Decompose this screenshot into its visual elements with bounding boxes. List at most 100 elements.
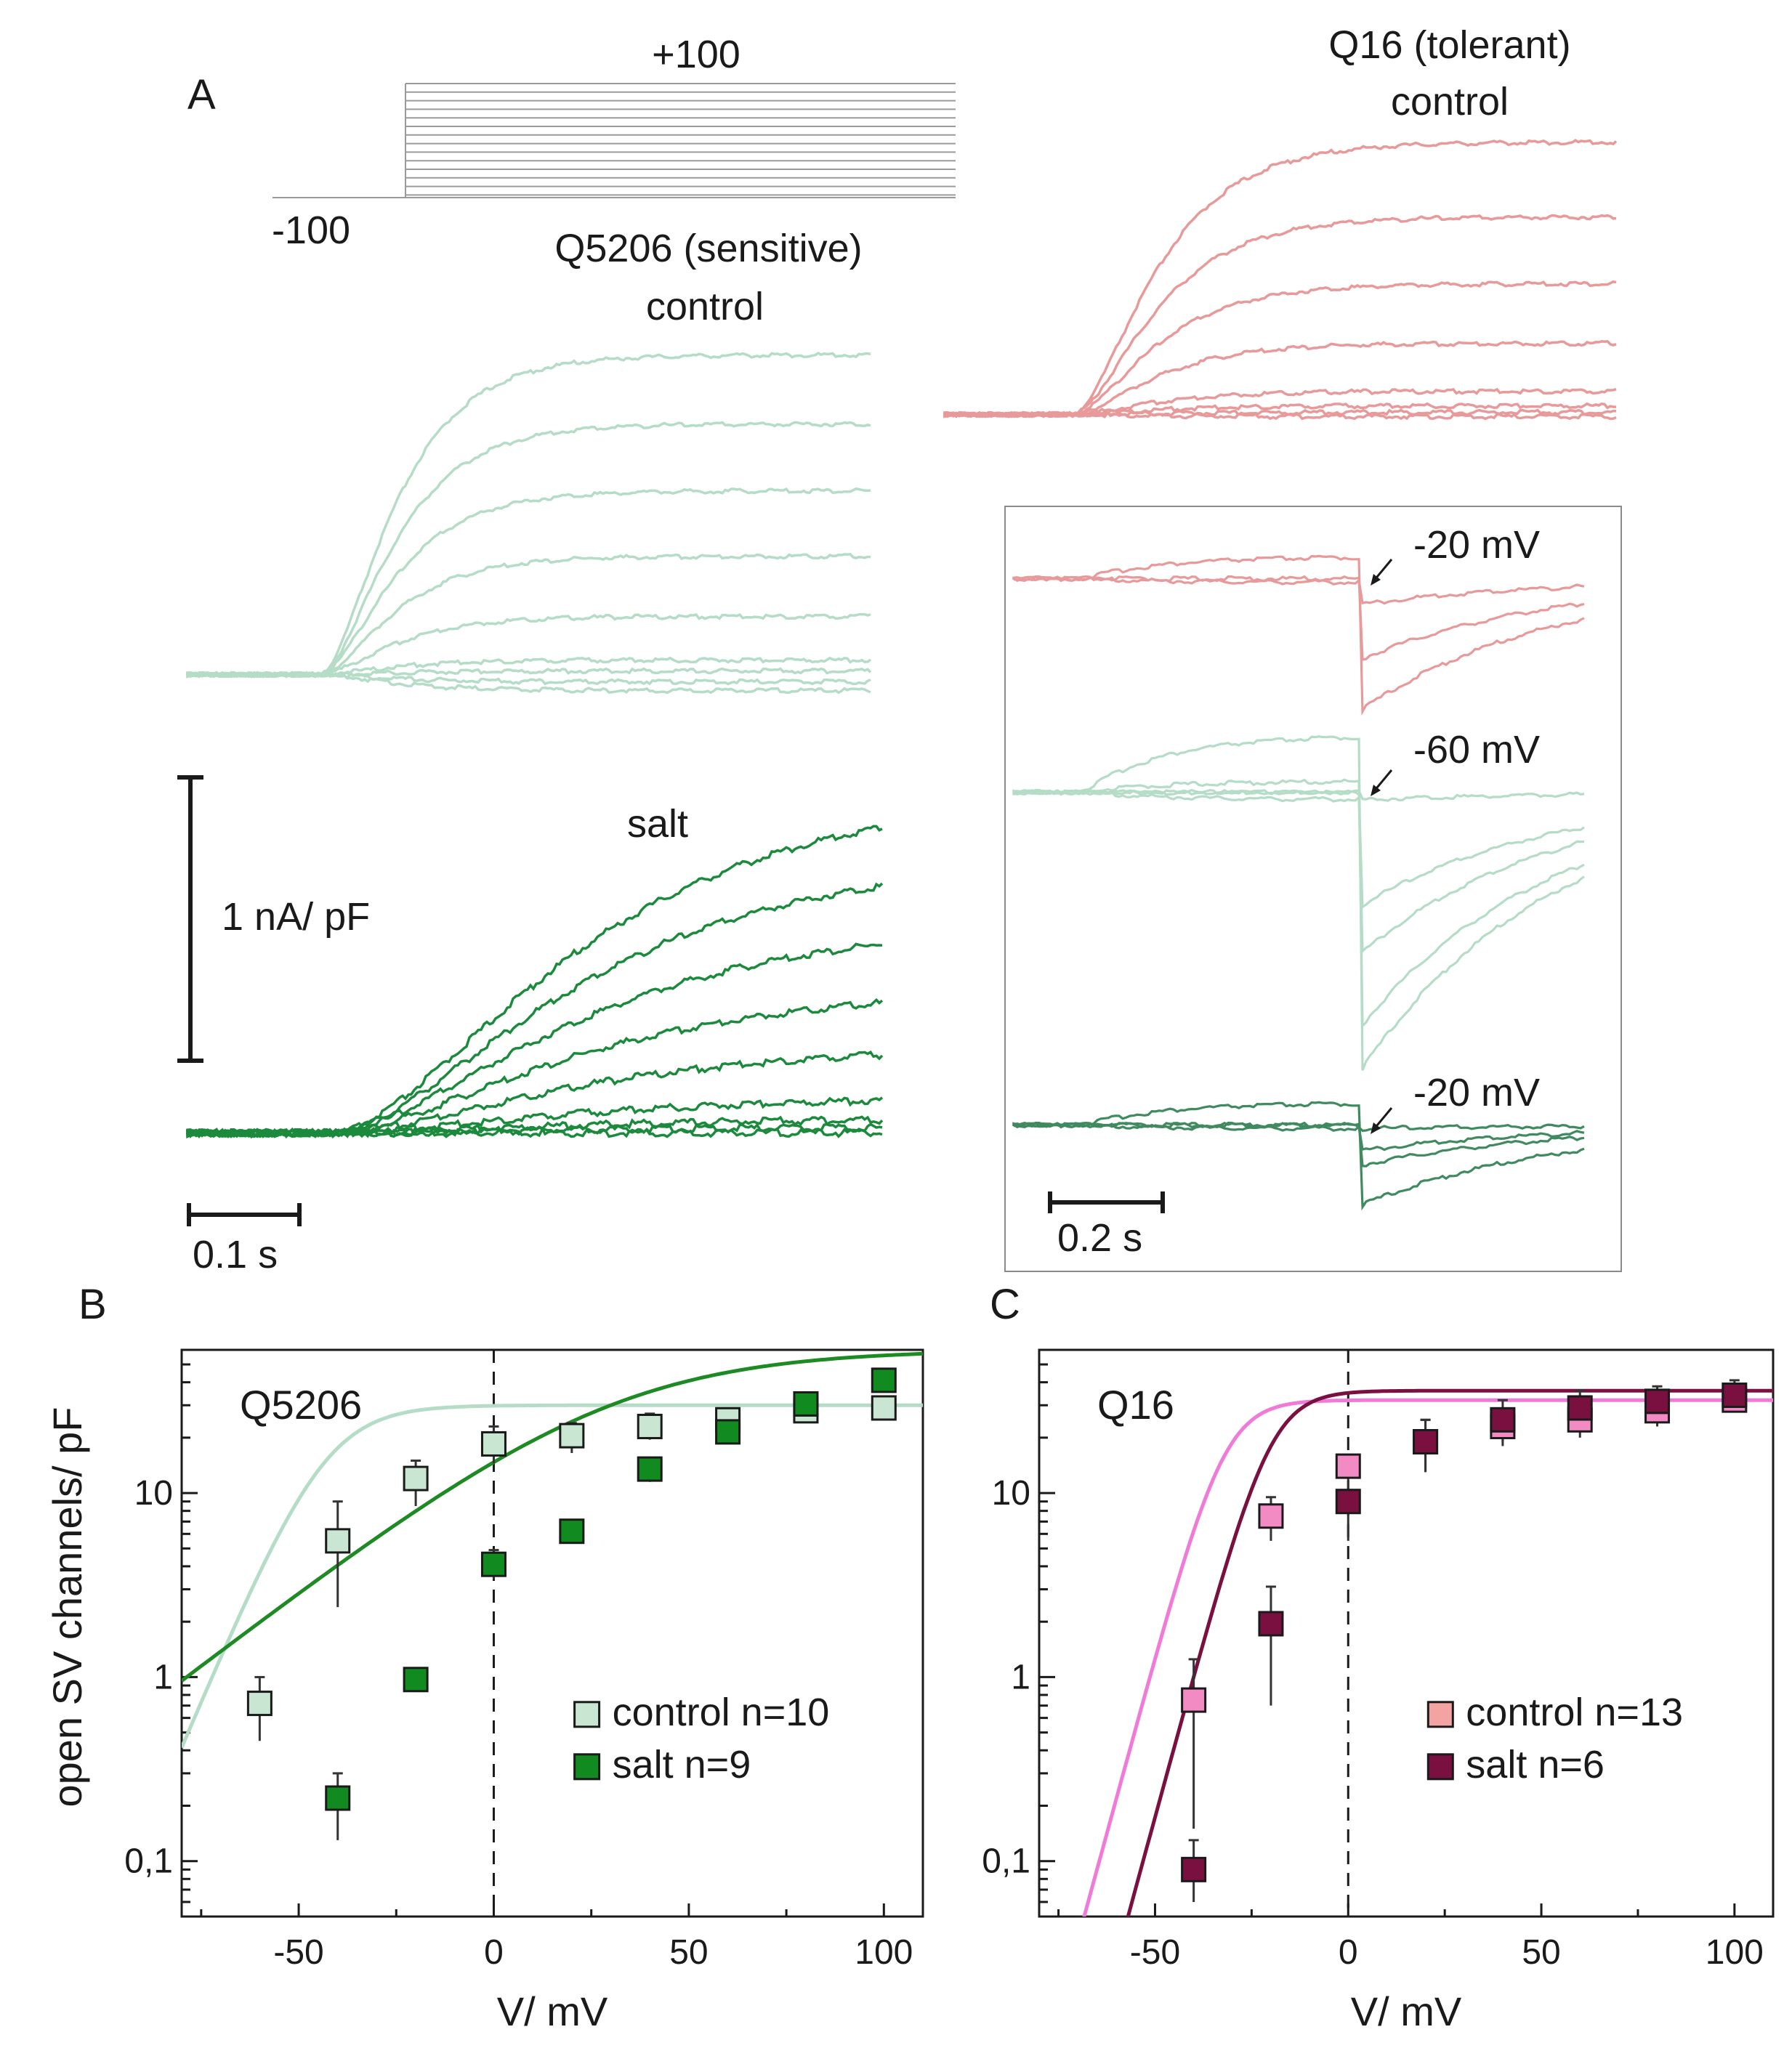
data-point: [637, 1456, 663, 1482]
inset-trace: [1012, 554, 1585, 716]
inset-trace: [1012, 1122, 1585, 1133]
data-point: [1181, 1687, 1207, 1713]
y-tick-label: 10: [134, 1474, 173, 1513]
data-point: [1567, 1395, 1593, 1421]
time-scale-bar: [187, 1203, 302, 1226]
data-point: [715, 1419, 741, 1445]
legend-label: salt n=6: [1466, 1743, 1605, 1786]
q16-title: Q16 (tolerant): [1328, 23, 1570, 67]
inset-trace: [1012, 575, 1585, 605]
chart-title: Q5206: [240, 1382, 362, 1428]
q5206-control-traces: [186, 351, 872, 695]
tail-current-inset: [1004, 506, 1622, 1272]
salt-label: salt: [627, 802, 688, 846]
data-point: [559, 1518, 585, 1545]
q5206-control-trace: [186, 421, 871, 679]
data-point: [325, 1528, 351, 1554]
inset-trace: [1012, 788, 1585, 802]
q5206-control-trace: [186, 487, 871, 679]
panel-letter-b: B: [78, 1281, 107, 1328]
data-point: [325, 1785, 351, 1811]
legend-swatch: [1426, 1701, 1454, 1728]
y-tick-label: 10: [992, 1474, 1030, 1513]
q5206-salt-trace: [186, 1128, 883, 1138]
data-point: [1335, 1489, 1361, 1515]
chart-q16: -50 0 50 100 0,1 1 10 V/ mV Q16 control n=13 salt …: [982, 1348, 1775, 2034]
inset-trace: [1012, 789, 1585, 910]
panel-letter-a: A: [187, 71, 216, 118]
legend-swatch: [573, 1701, 601, 1728]
q16-control-trace: [943, 410, 1617, 421]
x-tick-label: 50: [1522, 1933, 1560, 1972]
inset-trace: [1012, 778, 1585, 1029]
y-tick-label: 1: [1011, 1658, 1030, 1696]
inset-trace: [1012, 575, 1585, 661]
time-scale-label: 0.1 s: [193, 1233, 278, 1276]
inset-time-scale-label: 0.2 s: [1057, 1216, 1142, 1260]
q5206-control-trace: [186, 671, 871, 686]
voltage-protocol: [273, 83, 956, 198]
protocol-holding-step: [273, 84, 406, 198]
x-tick-label: 100: [855, 1933, 913, 1972]
x-tick-label: -50: [1130, 1933, 1180, 1972]
q5206-salt-traces: [186, 825, 884, 1139]
data-point: [480, 1551, 506, 1577]
data-point: [871, 1367, 897, 1393]
fit-curve: [1082, 1398, 1773, 1917]
q16-control-trace: [943, 214, 1617, 418]
panel-a: A +100 -100 Q5206 (sensitive) control Q1…: [177, 23, 1622, 1276]
q16-control-traces: [943, 139, 1618, 421]
data-point: [793, 1391, 819, 1417]
legend-swatch: [1426, 1753, 1454, 1781]
legend-label: control n=13: [1466, 1691, 1683, 1734]
q5206-salt-trace: [186, 1050, 884, 1138]
data-point: [1258, 1611, 1284, 1637]
x-axis-label: V/ mV: [1351, 1988, 1462, 2034]
panel-letter-c: C: [990, 1281, 1020, 1328]
q5206-salt-trace: [186, 1122, 883, 1139]
q5206-salt-trace: [186, 825, 883, 1138]
data-point: [403, 1667, 429, 1693]
y-tick-label: 0,1: [124, 1842, 173, 1881]
y-tick-label: 0,1: [982, 1842, 1030, 1881]
legend-label: control n=10: [613, 1691, 830, 1734]
x-tick-label: 0: [1339, 1933, 1358, 1972]
protocol-top-label: +100: [652, 33, 740, 76]
q5206-control-trace: [186, 351, 871, 679]
data-point: [871, 1395, 897, 1421]
inset-time-scale-bar: [1048, 1191, 1165, 1213]
plot-frame: [180, 1348, 924, 1918]
data-point: [1335, 1453, 1361, 1479]
data-point: [1258, 1503, 1284, 1529]
data-point: [480, 1430, 506, 1457]
x-tick-label: 100: [1706, 1933, 1764, 1972]
q16-control-trace: [943, 408, 1617, 418]
inset-arrows: [1371, 559, 1393, 1134]
x-tick-label: 0: [484, 1933, 504, 1972]
q16-subtitle: control: [1391, 80, 1509, 124]
data-point: [1490, 1407, 1516, 1433]
q5206-control-trace: [186, 612, 871, 678]
q5206-control-trace: [186, 671, 871, 695]
data-point: [246, 1691, 273, 1717]
inset-label-bottom: -20 mV: [1413, 1071, 1540, 1114]
data-point: [1722, 1382, 1748, 1408]
data-point: [559, 1423, 585, 1449]
current-scale-label: 1 nA/ pF: [222, 895, 370, 939]
inset-label-top: -20 mV: [1413, 523, 1540, 567]
plot-frame: [1038, 1348, 1775, 1918]
chart-q5206: -50 0 50 100 0,1 1 10 V/ mV Q5206 control n=10 sal…: [124, 1348, 924, 2034]
inset-trace: [1012, 735, 1585, 1071]
legend-label: salt n=9: [613, 1743, 751, 1786]
inset-trace: [1012, 1101, 1585, 1211]
q16-control-trace: [943, 139, 1618, 418]
data-point: [403, 1465, 429, 1492]
y-tick-label: 1: [153, 1658, 173, 1696]
q5206-salt-trace: [186, 942, 883, 1139]
inset-traces: [1012, 554, 1585, 1211]
y-axis-label: open SV channels/ pF: [44, 1407, 90, 1807]
data-point: [1644, 1388, 1671, 1415]
q5206-salt-trace: [186, 1115, 884, 1138]
data-point: [1181, 1856, 1207, 1882]
